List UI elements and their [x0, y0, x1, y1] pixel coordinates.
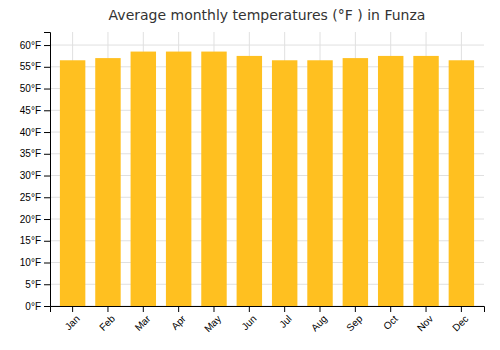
bar	[272, 60, 297, 306]
y-tick-label: 15°F	[20, 235, 41, 246]
x-tick: Jun	[239, 306, 258, 332]
bars	[60, 52, 474, 306]
x-tick: Dec	[450, 306, 470, 333]
y-tick-mark	[44, 263, 50, 264]
y-tick-mark	[44, 219, 50, 220]
x-tick-label: Jul	[277, 313, 294, 330]
x-tick-label: Jun	[239, 313, 258, 332]
y-tick: 5°F	[25, 279, 50, 290]
bar	[131, 52, 156, 306]
y-tick-label: 10°F	[20, 257, 41, 268]
y-axis-line	[44, 33, 51, 307]
x-tick-mark	[320, 306, 321, 312]
y-tick: 15°F	[20, 235, 50, 246]
plot-area: 0°F 5°F 10°F 15°F 20°F 25°F 30°F 35°F 40°F 45°F 50…	[20, 32, 485, 334]
x-tick-label: Oct	[381, 313, 400, 332]
bar	[201, 52, 226, 306]
x-tick: Mar	[133, 306, 153, 333]
y-tick-label: 30°F	[20, 170, 41, 181]
x-tick-label: Sep	[344, 313, 365, 334]
y-tick: 45°F	[20, 105, 50, 116]
x-axis: Jan Feb Mar Apr May Jun Jul Aug Sep Oct Nov Dec	[51, 306, 485, 334]
x-tick-label: Mar	[133, 313, 153, 333]
x-tick-mark	[461, 306, 462, 312]
chart-container: 0°F 5°F 10°F 15°F 20°F 25°F 30°F 35°F 40°F 45°F 50…	[0, 0, 500, 350]
bar	[237, 56, 262, 306]
x-tick-mark	[355, 306, 356, 312]
x-tick-mark	[72, 306, 73, 312]
x-tick: Apr	[169, 306, 188, 332]
x-tick: Oct	[381, 306, 400, 332]
y-tick-label: 50°F	[20, 83, 41, 94]
x-tick: Jan	[63, 306, 82, 332]
y-tick: 60°F	[20, 40, 50, 51]
y-tick-mark	[44, 154, 50, 155]
y-tick: 30°F	[20, 170, 50, 181]
bar	[60, 60, 85, 306]
y-tick-label: 55°F	[20, 61, 41, 72]
y-tick-mark	[44, 241, 50, 242]
y-tick-mark	[44, 306, 50, 307]
y-tick-mark	[44, 89, 50, 90]
x-tick-mark	[107, 306, 108, 312]
x-tick-label: Nov	[415, 313, 435, 333]
y-tick-label: 20°F	[20, 214, 41, 225]
x-tick-mark	[143, 306, 144, 312]
y-tick-mark	[44, 67, 50, 68]
x-tick-mark	[426, 306, 427, 312]
bar	[307, 60, 332, 306]
y-tick: 35°F	[20, 148, 50, 159]
x-tick: Feb	[97, 306, 117, 333]
x-tick-label: Dec	[450, 313, 470, 333]
x-tick-label: Jan	[63, 313, 82, 332]
y-tick: 0°F	[25, 301, 50, 312]
y-tick-mark	[44, 197, 50, 198]
x-tick: Nov	[415, 306, 435, 333]
y-tick-mark	[44, 284, 50, 285]
x-tick-mark	[284, 306, 285, 312]
x-tick-label: Aug	[309, 313, 329, 333]
chart-svg: 0°F 5°F 10°F 15°F 20°F 25°F 30°F 35°F 40°F 45°F 50…	[0, 0, 500, 350]
y-tick-label: 35°F	[20, 148, 41, 159]
y-tick: 55°F	[20, 61, 50, 72]
x-tick-mark	[213, 306, 214, 312]
y-tick-label: 60°F	[20, 40, 41, 51]
y-tick: 50°F	[20, 83, 50, 94]
y-tick-label: 25°F	[20, 192, 41, 203]
x-tick-label: Feb	[97, 313, 117, 333]
x-tick-label: Apr	[169, 313, 188, 332]
y-tick: 20°F	[20, 214, 50, 225]
y-tick-label: 40°F	[20, 127, 41, 138]
x-axis-line	[51, 307, 485, 313]
bar	[166, 52, 191, 306]
title: Average monthly temperatures (°F ) in Fu…	[109, 7, 426, 23]
bar	[449, 60, 474, 306]
x-tick: Jul	[277, 306, 294, 330]
x-tick: Aug	[309, 306, 329, 333]
bar	[343, 58, 368, 306]
x-tick: Sep	[344, 306, 365, 333]
y-tick: 25°F	[20, 192, 50, 203]
y-axis: 0°F 5°F 10°F 15°F 20°F 25°F 30°F 35°F 40°F 45°F 50…	[20, 33, 51, 312]
y-grid-line	[50, 45, 484, 46]
bar	[413, 56, 438, 306]
y-tick-mark	[44, 176, 50, 177]
bar	[95, 58, 120, 306]
y-tick-label: 0°F	[25, 301, 41, 312]
y-tick-label: 5°F	[25, 279, 41, 290]
x-tick-label: May	[202, 313, 223, 334]
y-tick: 10°F	[20, 257, 50, 268]
y-tick-mark	[44, 132, 50, 133]
grid	[50, 32, 484, 306]
bar	[378, 56, 403, 306]
x-tick-mark	[178, 306, 179, 312]
y-tick-label: 45°F	[20, 105, 41, 116]
x-tick: May	[202, 306, 223, 334]
y-tick-mark	[44, 110, 50, 111]
x-tick-mark	[249, 306, 250, 312]
x-tick-mark	[390, 306, 391, 312]
y-tick-mark	[44, 45, 50, 46]
y-tick: 40°F	[20, 127, 50, 138]
